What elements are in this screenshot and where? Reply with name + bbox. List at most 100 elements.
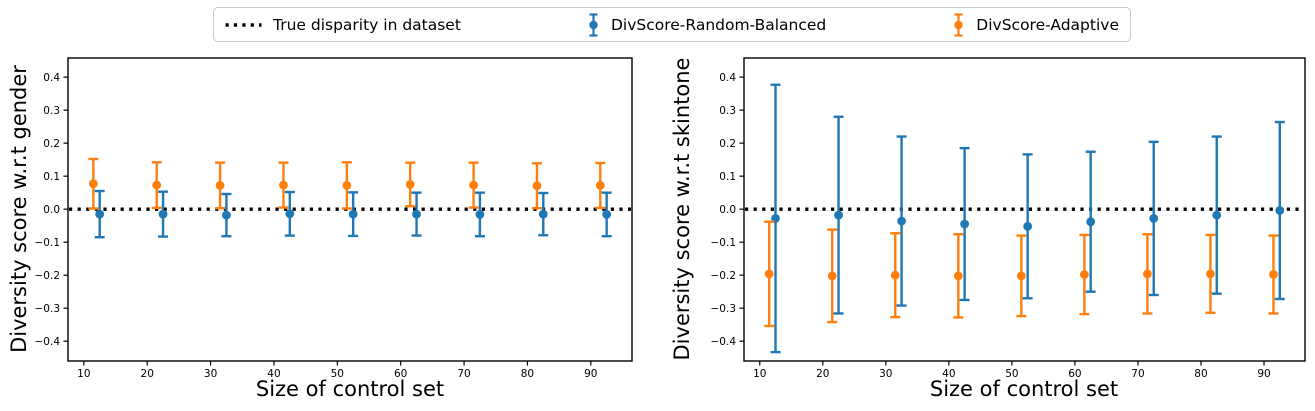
data-point <box>152 180 162 190</box>
y-tick-label: 0.2 <box>43 138 60 150</box>
data-point <box>158 209 168 219</box>
legend: True disparity in dataset DivScore-Rando… <box>213 7 1131 42</box>
x-tick-label: 50 <box>1005 368 1018 380</box>
y-axis-ticks <box>63 76 68 342</box>
data-point <box>1269 270 1278 279</box>
legend-entry-adaptive: DivScore-Adaptive <box>952 12 1119 38</box>
y-axis-ticks <box>739 76 744 342</box>
data-point <box>348 209 358 219</box>
data-point <box>88 179 98 189</box>
data-point <box>1079 270 1089 279</box>
y-tick-label: 0.0 <box>719 204 736 216</box>
data-point <box>953 271 963 281</box>
x-tick-label: 90 <box>584 368 597 380</box>
x-tick-label: 70 <box>457 368 470 380</box>
errorbar-marker <box>954 20 963 29</box>
data-point <box>405 180 415 189</box>
y-tick-label: 0.2 <box>719 138 736 150</box>
x-tick-label: 80 <box>1194 368 1207 380</box>
data-point <box>279 180 288 190</box>
x-tick-labels: 10 20 30 40 50 60 70 80 90 <box>77 368 597 380</box>
y-tick-label: 0.1 <box>43 171 60 183</box>
series-DivScore-Adaptive <box>88 157 606 210</box>
y-tick-label: 0.1 <box>719 171 736 183</box>
x-tick-label: 20 <box>141 368 154 380</box>
x-tick-label: 50 <box>331 368 344 380</box>
legend-label-random-balanced: DivScore-Random-Balanced <box>610 15 827 34</box>
data-point <box>827 271 837 281</box>
skintone-plot-ylabel: Diversity score w.r.t skintone <box>670 57 694 361</box>
y-tick-label: 0.0 <box>43 204 60 216</box>
data-point <box>1023 221 1033 231</box>
x-tick-label: 40 <box>267 368 280 380</box>
data-point <box>469 180 478 190</box>
legend-entry-true-disparity: True disparity in dataset <box>225 16 461 34</box>
x-axis-ticks <box>83 361 592 366</box>
data-point <box>960 219 970 229</box>
data-point <box>1143 269 1152 279</box>
data-point <box>1086 217 1096 227</box>
x-tick-label: 30 <box>204 368 217 380</box>
data-point <box>532 181 542 191</box>
y-tick-label: −0.3 <box>711 303 737 315</box>
data-point <box>834 210 843 220</box>
y-tick-label: 0.4 <box>43 72 60 84</box>
x-tick-label: 70 <box>1131 368 1144 380</box>
errorbar-marker <box>589 20 598 29</box>
data-point <box>1016 271 1026 281</box>
x-tick-label: 40 <box>942 368 955 380</box>
data-point <box>1275 206 1285 215</box>
x-tick-label: 80 <box>521 368 534 380</box>
legend-entry-random-balanced: DivScore-Random-Balanced <box>587 12 826 38</box>
x-tick-label: 90 <box>1257 368 1270 380</box>
y-tick-labels: 0.4 0.3 0.2 0.1 0.0 −0.1 −0.2 −0.3 −0.4 <box>35 72 61 348</box>
data-point <box>342 181 352 190</box>
y-tick-labels: 0.4 0.3 0.2 0.1 0.0 −0.1 −0.2 −0.3 −0.4 <box>711 72 737 348</box>
series-DivScore-Adaptive <box>764 220 1279 328</box>
gender-plot-xlabel: Size of control set <box>255 377 445 401</box>
y-tick-label: 0.3 <box>43 105 60 117</box>
data-point <box>602 210 612 219</box>
data-point <box>1206 269 1215 279</box>
data-point <box>1149 214 1159 223</box>
data-point <box>595 181 605 190</box>
data-point <box>285 209 295 219</box>
legend-label-true-disparity: True disparity in dataset <box>273 15 461 34</box>
skintone-plot-xlabel: Size of control set <box>929 377 1119 401</box>
errorbar-swatch-blue <box>589 12 598 37</box>
axes-frame <box>67 57 633 362</box>
x-tick-label: 60 <box>1068 368 1081 380</box>
x-tick-label: 60 <box>394 368 407 380</box>
x-tick-label: 30 <box>879 368 892 380</box>
data-point <box>897 216 906 226</box>
data-point <box>1212 210 1222 220</box>
data-point <box>475 210 485 219</box>
dotted-line-swatch <box>225 22 262 27</box>
y-tick-label: −0.4 <box>35 336 61 348</box>
y-tick-label: −0.2 <box>35 270 61 282</box>
errorbar-swatch-orange <box>954 12 963 37</box>
series-DivScore-Random-Balanced <box>94 189 612 239</box>
x-tick-label: 10 <box>753 368 766 380</box>
data-point <box>764 269 774 279</box>
series-DivScore-Random-Balanced <box>770 83 1285 354</box>
y-tick-label: 0.4 <box>719 72 736 84</box>
data-point <box>890 270 900 280</box>
x-axis-ticks <box>759 361 1265 366</box>
data-point <box>538 209 548 219</box>
x-tick-labels: 10 20 30 40 50 60 70 80 90 <box>753 368 1271 380</box>
y-tick-label: −0.4 <box>711 336 737 348</box>
y-tick-label: 0.3 <box>719 105 736 117</box>
legend-label-adaptive: DivScore-Adaptive <box>976 15 1119 34</box>
x-tick-label: 20 <box>816 368 829 380</box>
gender-plot-ylabel: Diversity score w.r.t gender <box>7 65 31 353</box>
y-tick-label: −0.1 <box>711 237 737 249</box>
data-point <box>215 181 225 190</box>
data-point <box>412 209 421 219</box>
data-point <box>222 210 231 220</box>
x-tick-label: 10 <box>77 368 90 380</box>
axes-frame <box>743 57 1306 362</box>
